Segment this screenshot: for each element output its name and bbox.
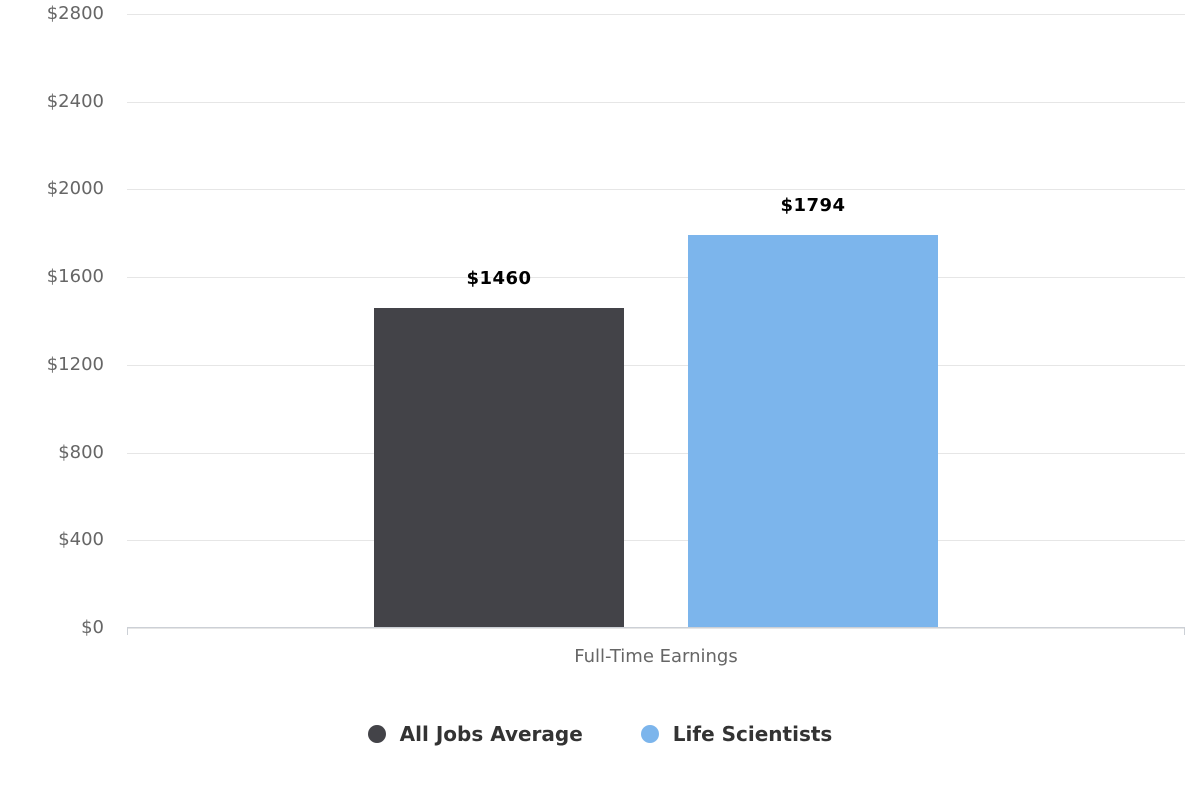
x-axis-line xyxy=(127,627,1185,628)
legend-label: Life Scientists xyxy=(672,722,833,746)
gridline xyxy=(127,628,1185,629)
legend-label: All Jobs Average xyxy=(399,722,583,746)
x-axis-title: Full-Time Earnings xyxy=(574,646,738,667)
y-tick-label: $1600 xyxy=(46,266,104,288)
legend: All Jobs Average Life Scientists xyxy=(0,722,1200,746)
x-axis-tick xyxy=(1184,628,1185,635)
y-tick-label: $1200 xyxy=(46,353,104,375)
y-tick-label: $800 xyxy=(58,441,104,463)
y-tick-label: $400 xyxy=(58,529,104,551)
bar-value-label: $1460 xyxy=(466,267,532,289)
gridline xyxy=(127,364,1185,366)
y-tick-label: $0 xyxy=(81,617,104,638)
y-tick-label: $2400 xyxy=(46,90,104,112)
gridline xyxy=(127,452,1185,454)
bar-all-jobs-average[interactable] xyxy=(374,307,624,628)
gridline xyxy=(127,189,1185,191)
bar-value-label: $1794 xyxy=(780,194,846,216)
plot-area: $1460 $1794 xyxy=(127,14,1185,635)
gridline xyxy=(127,540,1185,542)
legend-marker-icon xyxy=(367,725,386,743)
legend-marker-icon xyxy=(640,725,659,743)
y-tick-label: $2000 xyxy=(46,178,104,200)
legend-item-life-scientists[interactable]: Life Scientists xyxy=(640,722,833,746)
x-axis-tick xyxy=(127,628,128,635)
gridline xyxy=(127,277,1185,279)
gridline xyxy=(127,14,1185,15)
legend-item-all-jobs-average[interactable]: All Jobs Average xyxy=(367,722,583,746)
gridline xyxy=(127,101,1185,103)
bar-life-scientists[interactable] xyxy=(688,234,938,628)
y-tick-label: $2800 xyxy=(46,3,104,24)
